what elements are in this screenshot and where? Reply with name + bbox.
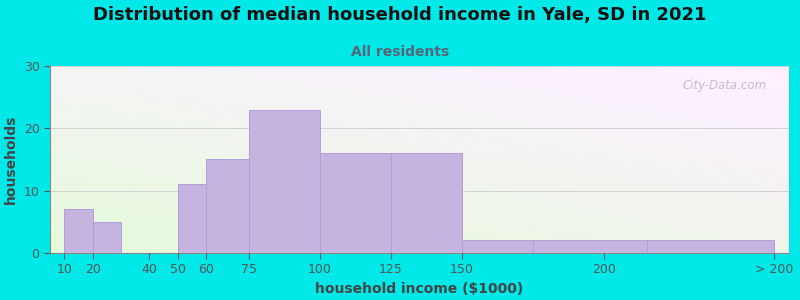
- Bar: [533, 240, 646, 253]
- Text: Distribution of median household income in Yale, SD in 2021: Distribution of median household income …: [94, 6, 706, 24]
- Bar: [178, 184, 206, 253]
- Bar: [391, 153, 462, 253]
- Bar: [93, 222, 121, 253]
- Bar: [646, 240, 774, 253]
- X-axis label: household income ($1000): household income ($1000): [315, 282, 523, 296]
- Y-axis label: households: households: [4, 115, 18, 204]
- Bar: [320, 153, 391, 253]
- Text: City-Data.com: City-Data.com: [682, 79, 766, 92]
- Bar: [249, 110, 320, 253]
- Bar: [462, 240, 533, 253]
- Bar: [206, 159, 249, 253]
- Bar: [64, 209, 93, 253]
- Text: All residents: All residents: [351, 45, 449, 59]
